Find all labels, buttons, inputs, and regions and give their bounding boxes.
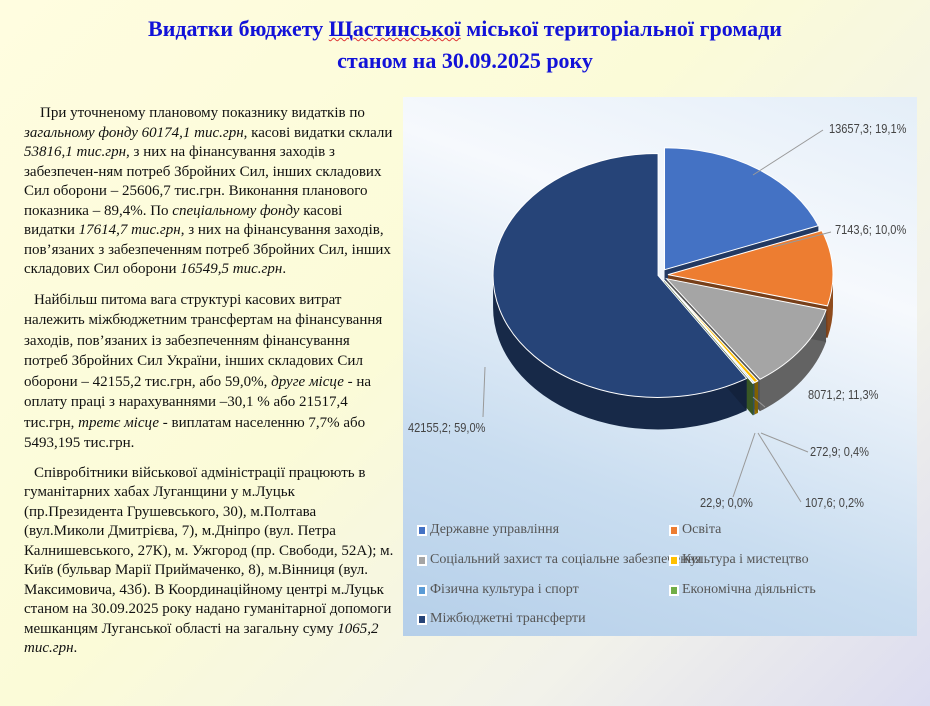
pie-side-6 bbox=[493, 275, 747, 430]
legend-item: Державне управління bbox=[417, 522, 559, 538]
text-run: 1065,2 тис.грн bbox=[24, 620, 379, 657]
legend-swatch bbox=[417, 584, 427, 596]
pie-side-2 bbox=[759, 309, 827, 412]
leader-line-1 bbox=[772, 231, 832, 248]
text-run: Співробітники військової адміністрації п… bbox=[24, 464, 394, 637]
leader-line-0 bbox=[752, 129, 824, 176]
pie-chart: 13657,3; 19,1% 7143,6; 10,0% 8071,2; 11,… bbox=[403, 97, 917, 636]
legend-item: Соціальний захист та соціальне забезпече… bbox=[417, 552, 702, 568]
title-line-1: Видатки бюджету Щастинської міської тери… bbox=[0, 16, 930, 42]
paragraph-2: Найбільш питома вага структурі касових в… bbox=[24, 290, 396, 454]
data-label-6: 42155,2; 59,0% bbox=[408, 420, 486, 435]
title-part: міської територіальної громади bbox=[460, 16, 782, 41]
legend-item: Освіта bbox=[669, 522, 721, 538]
title-part: Видатки бюджету bbox=[148, 16, 329, 41]
legend-item: Економічна діяльність bbox=[669, 582, 816, 598]
legend-item: Культура і мистецтво bbox=[669, 552, 809, 568]
legend-label: Освіта bbox=[682, 522, 722, 537]
text-run: касові видатки bbox=[24, 202, 343, 239]
text-run: , з них на фінансування заходів, пов’яза… bbox=[24, 222, 391, 277]
text-run: загальному фонду 60174,1 тис.грн bbox=[24, 124, 244, 141]
legend-label: Соціальний захист та соціальне забезпече… bbox=[430, 552, 702, 567]
legend-label: Фізична культура і спорт bbox=[430, 582, 579, 597]
leader-line-4 bbox=[757, 432, 802, 503]
text-run: третє місце bbox=[78, 414, 160, 431]
legend-swatch bbox=[417, 613, 427, 625]
legend-label: Культура і мистецтво bbox=[682, 552, 809, 567]
body-text: При уточненому плановому показнику видат… bbox=[24, 104, 396, 669]
text-run: друге місце bbox=[271, 373, 344, 390]
pie-slice-0 bbox=[664, 147, 820, 271]
text-run: з них на фінансування заходів з забезпеч… bbox=[24, 144, 382, 219]
legend-item: Міжбюджетні трансферти bbox=[417, 611, 586, 627]
legend-item: Фізична культура і спорт bbox=[417, 582, 579, 598]
legend-swatch bbox=[669, 554, 679, 566]
legend-swatch bbox=[417, 554, 427, 566]
leader-line-5 bbox=[732, 432, 756, 498]
pie-slice-6 bbox=[492, 152, 748, 398]
legend-swatch bbox=[669, 524, 679, 536]
data-label-4: 107,6; 0,2% bbox=[805, 495, 864, 510]
data-label-0: 13657,3; 19,1% bbox=[829, 121, 907, 136]
paragraph-3: Співробітники військової адміністрації п… bbox=[24, 464, 396, 659]
text-run: При уточненому плановому показнику видат… bbox=[40, 105, 365, 121]
data-label-2: 8071,2; 11,3% bbox=[808, 387, 879, 402]
text-run: , касові видатки склали bbox=[243, 124, 393, 141]
leader-line-3 bbox=[760, 432, 809, 453]
title-line-2: станом на 30.09.2025 року bbox=[337, 48, 593, 73]
legend-swatch bbox=[669, 584, 679, 596]
text-run: . bbox=[282, 261, 287, 277]
text-run: . bbox=[73, 640, 78, 656]
paragraph-1: При уточненому плановому показнику видат… bbox=[24, 104, 396, 280]
text-run: 53816,1 тис.грн, bbox=[24, 144, 130, 160]
leader-line-2 bbox=[752, 396, 766, 408]
pie-slice-2 bbox=[665, 277, 827, 380]
pie-slice-1 bbox=[667, 229, 834, 307]
legend-label: Міжбюджетні трансферти bbox=[430, 611, 586, 626]
data-label-1: 7143,6; 10,0% bbox=[835, 222, 907, 237]
pie-svg bbox=[482, 129, 834, 503]
pie-slice-5 bbox=[663, 280, 754, 384]
legend-swatch bbox=[417, 524, 427, 536]
text-run: спеціальному фонду bbox=[172, 202, 300, 219]
legend-label: Економічна діяльність bbox=[682, 582, 816, 597]
leader-line-6 bbox=[482, 366, 486, 418]
data-label-5: 22,9; 0,0% bbox=[700, 495, 753, 510]
text-run: 17614,7 тис.грн bbox=[78, 222, 181, 238]
legend-label: Державне управління bbox=[430, 522, 560, 537]
text-run: 16549,5 тис.грн bbox=[180, 261, 283, 277]
text-run: - на оплату праці з нарахуваннями –30,1 … bbox=[24, 373, 372, 431]
text-run: Найбільш питома вага структурі касових в… bbox=[24, 291, 383, 390]
text-run: - виплатам населенню 7,7% або 5493,195 т… bbox=[24, 414, 366, 452]
title-town: Щастинської bbox=[328, 16, 461, 41]
data-label-3: 272,9; 0,4% bbox=[810, 444, 869, 459]
